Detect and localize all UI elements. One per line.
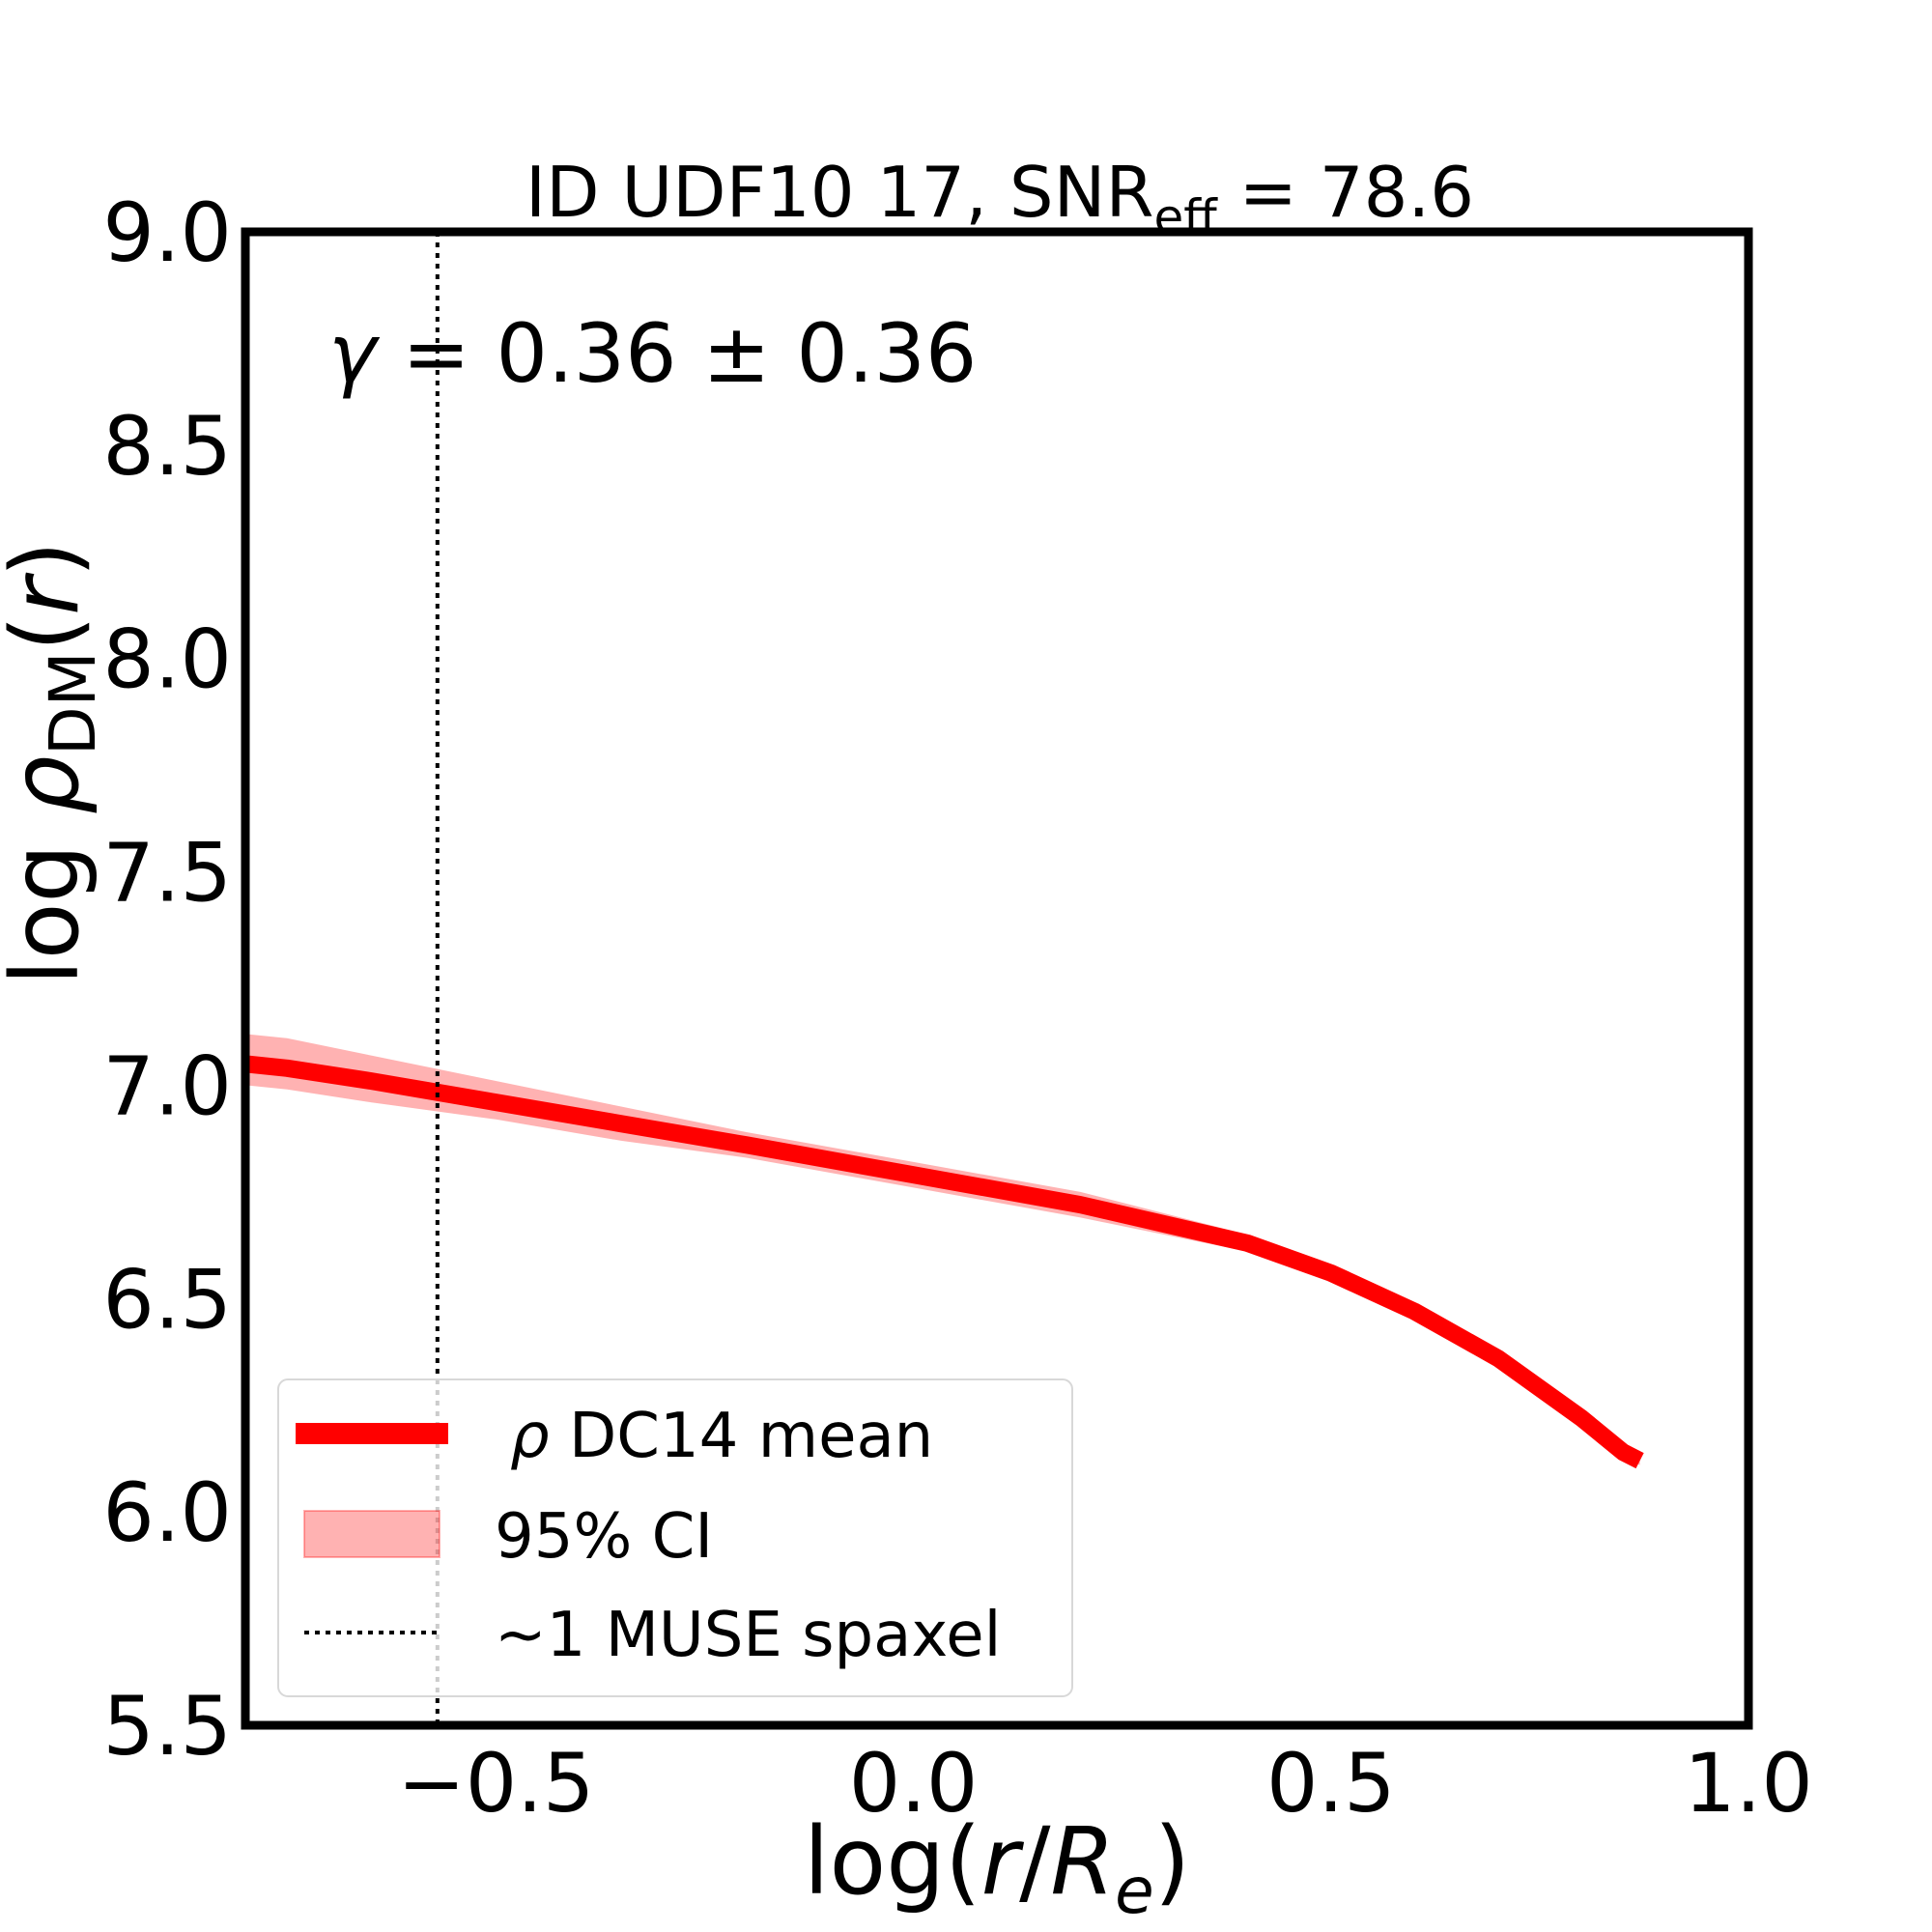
- chart-title: ID UDF10 17, SNReff = 78.6: [526, 152, 1474, 245]
- y-tick-label: 8.0: [102, 612, 232, 707]
- gamma-annotation: γ = 0.36 ± 0.36: [328, 306, 977, 401]
- y-tick-label: 6.0: [102, 1465, 232, 1560]
- y-tick-label: 7.5: [102, 826, 232, 921]
- axes-frame: [241, 227, 1753, 1730]
- legend-vline-label: ~1 MUSE spaxel: [495, 1600, 1001, 1671]
- y-tick-label: 6.5: [102, 1252, 232, 1347]
- legend-ci-swatch: [303, 1510, 440, 1558]
- tick-layer: −0.5 0.0 0.5 1.0 5.5 6.0 6.5 7.0 7.5 8.0 8.5 9.0: [102, 185, 1812, 1831]
- legend-mean-label: ρ DC14 mean: [510, 1401, 933, 1472]
- series-line-mean: [245, 1055, 1644, 1469]
- x-tick-label: 0.5: [1266, 1736, 1396, 1831]
- legend: ρ DC14 mean 95% CI ~1 MUSE spaxel: [277, 1378, 1073, 1697]
- legend-box: [277, 1378, 1073, 1697]
- x-axis-label: log(r/Re): [804, 1807, 1190, 1928]
- x-tick-label: 0.0: [849, 1736, 979, 1831]
- y-tick-label: 7.0: [102, 1038, 232, 1133]
- x-tick-label: 1.0: [1684, 1736, 1813, 1831]
- y-tick-label: 5.5: [102, 1679, 232, 1774]
- y-tick-label: 9.0: [102, 185, 232, 280]
- x-tick-label: −0.5: [397, 1736, 594, 1831]
- y-tick-label: 8.5: [102, 399, 232, 494]
- y-axis-label: log ρDM(r): [0, 541, 110, 985]
- legend-ci-label: 95% CI: [495, 1501, 713, 1573]
- title-subscript: eff: [1153, 189, 1218, 245]
